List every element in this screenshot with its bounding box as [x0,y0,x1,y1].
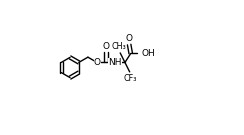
Text: OH: OH [141,49,155,58]
Text: NH: NH [108,58,122,67]
Text: O: O [93,58,101,67]
Text: O: O [102,42,110,51]
Text: CF₃: CF₃ [123,74,137,82]
Text: CH₃: CH₃ [112,42,126,51]
Text: O: O [126,34,133,43]
